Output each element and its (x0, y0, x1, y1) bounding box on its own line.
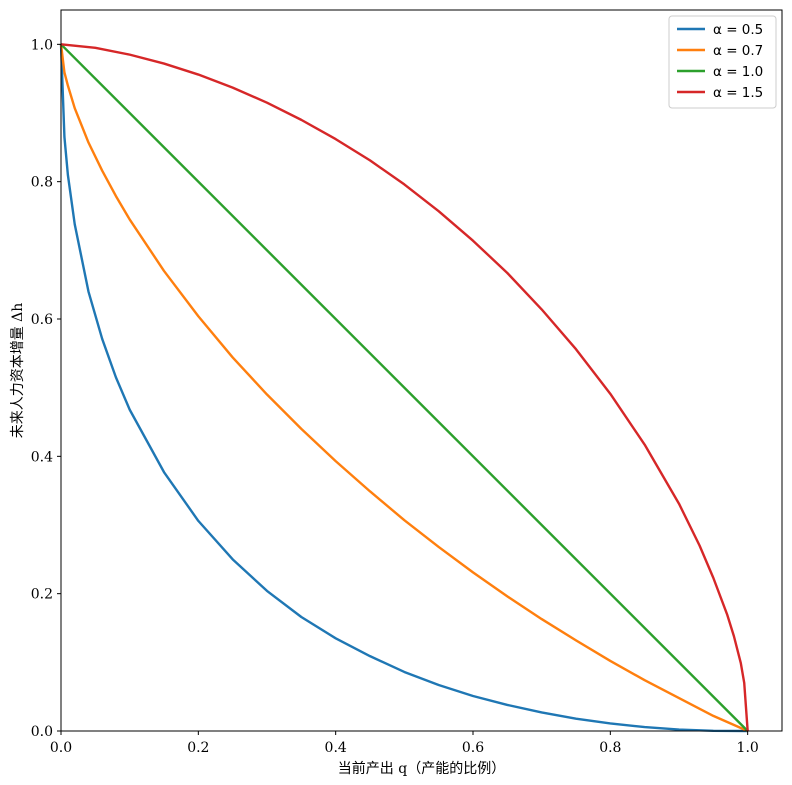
series-line-4 (60, 43, 749, 732)
x-axis-title: 当前产出 q（产能的比例） (338, 760, 505, 777)
legend-label-1: α = 0.5 (713, 22, 763, 38)
series-line-3 (60, 43, 749, 732)
legend-label-4: α = 1.5 (713, 85, 763, 101)
legend-box (668, 15, 777, 109)
y-axis-ticks: 0.0 0.2 0.4 0.6 0.8 1.0 (31, 37, 61, 740)
x-axis-ticks: 0.0 0.2 0.4 0.6 0.8 1.0 (50, 731, 759, 756)
plot-frame (60, 9, 783, 732)
y-axis-title: 未来人力资本增量 Δh (10, 303, 26, 439)
y-tick-label: 0.8 (31, 175, 53, 191)
legend-label-2: α = 0.7 (713, 43, 763, 59)
y-tick-label: 0.4 (31, 449, 53, 465)
x-tick-label: 0.8 (599, 740, 621, 756)
x-tick-label: 0.6 (462, 740, 484, 756)
x-tick-label: 1.0 (737, 740, 759, 756)
legend: α = 0.5 α = 0.7 α = 1.0 α = 1.5 (668, 15, 777, 109)
series-line-1 (59, 44, 748, 733)
series-line-2 (59, 44, 749, 733)
legend-label-3: α = 1.0 (713, 64, 763, 80)
y-tick-label: 0.6 (31, 312, 53, 328)
y-tick-label: 1.0 (31, 37, 53, 53)
x-tick-label: 0.4 (325, 740, 347, 756)
x-tick-label: 0.2 (187, 740, 209, 756)
plot-background (61, 10, 782, 731)
plot-area (59, 9, 783, 733)
x-tick-label: 0.0 (50, 740, 72, 756)
series-layer (59, 43, 749, 733)
y-tick-label: 0.0 (31, 724, 53, 740)
y-tick-label: 0.2 (31, 587, 53, 603)
